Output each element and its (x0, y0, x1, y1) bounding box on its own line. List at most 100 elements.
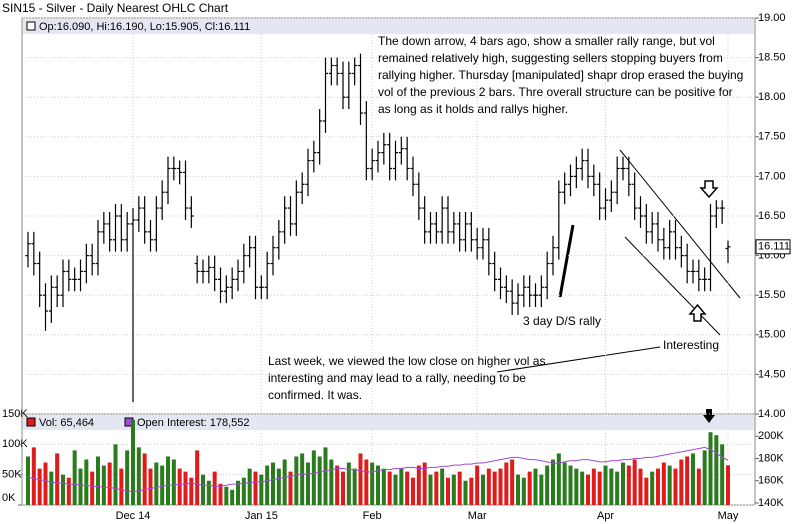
volume-bar (580, 471, 585, 505)
volume-bar (206, 480, 211, 505)
volume-bar (545, 465, 550, 505)
volume-bar (317, 456, 322, 505)
volume-bar (481, 474, 485, 505)
volume-bar (329, 459, 334, 505)
y-tick-label: 15.50 (758, 289, 786, 301)
volume-bar (201, 474, 205, 505)
volume-bar (650, 471, 655, 505)
volume-bar (416, 465, 421, 505)
up-arrow (688, 303, 707, 322)
volume-bar (556, 453, 561, 505)
volume-bar (224, 486, 229, 505)
volume-bar (562, 462, 567, 505)
volume-bar (376, 465, 380, 505)
volume-bar (282, 459, 287, 505)
volume-bar (638, 468, 643, 505)
volume-bar (101, 465, 106, 505)
volume-bar (119, 468, 124, 505)
ohlc-swatch (26, 21, 36, 31)
volume-bar (183, 471, 188, 505)
volume-bar (66, 477, 71, 505)
volume-bar (475, 465, 480, 505)
volume-bar (125, 450, 130, 505)
volume-bar (527, 471, 532, 505)
x-tick-label: Jan 15 (245, 510, 278, 522)
volume-bar (574, 468, 579, 505)
volume-bar (160, 465, 165, 505)
y-tick-label: 15.00 (758, 329, 786, 341)
volume-bar (241, 477, 246, 505)
volume-bar (632, 459, 637, 505)
volume-bar (49, 471, 54, 505)
y-tick-label: 18.00 (758, 91, 786, 103)
volume-bar (253, 471, 258, 505)
volume-bar (463, 480, 468, 505)
volume-tick-label: 150K (2, 408, 28, 420)
volume-bar (504, 462, 509, 505)
volume-bar (72, 450, 77, 505)
volume-bar (271, 462, 275, 505)
oi-tick-label: 180K (758, 452, 784, 464)
x-tick-label: Dec 14 (116, 510, 151, 522)
volume-bar (346, 462, 351, 505)
volume-bar (352, 468, 357, 505)
channel-lower (624, 236, 721, 336)
volume-bar (411, 477, 415, 505)
volume-bar (294, 456, 299, 505)
volume-bar (516, 474, 520, 505)
volume-bar (358, 453, 363, 505)
volume-bar (247, 468, 252, 505)
volume-bar (189, 477, 194, 505)
oi-tick-label: 160K (758, 475, 784, 487)
pointer-line (496, 346, 661, 373)
volume-bar (428, 474, 433, 505)
volume-bar (265, 465, 270, 505)
x-tick-label: Apr (597, 510, 614, 522)
volume-bar (591, 468, 596, 505)
volume-bar (61, 474, 65, 505)
volume-bar (370, 462, 375, 505)
ohlc-label: Op:16.090, Hi:16.190, Lo:15.905, Cl:16.1… (39, 21, 250, 33)
volume-bar (486, 468, 491, 505)
volume-bar (43, 462, 48, 505)
volume-bar (568, 465, 573, 505)
down-arrow (699, 180, 719, 199)
volume-bar (685, 456, 690, 505)
volume-bar (387, 471, 392, 505)
volume-bar (399, 468, 404, 505)
volume-bar (457, 471, 462, 505)
volume-tick-label: 0K (2, 492, 16, 504)
volume-bar (586, 474, 590, 505)
volume-legend: Vol: 65,464 (39, 417, 94, 429)
volume-bar (691, 453, 695, 505)
volume-bar (626, 465, 631, 505)
volume-bar (300, 453, 305, 505)
volume-bar (440, 468, 445, 505)
y-tick-label: 16.50 (758, 210, 786, 222)
volume-bar (364, 459, 369, 505)
volume-bar (603, 465, 608, 505)
volume-bar (37, 468, 42, 505)
volume-bar (306, 462, 310, 505)
channel-upper (619, 149, 741, 299)
volume-legend-swatch (26, 417, 36, 427)
volume-bar (702, 450, 707, 505)
volume-bar (393, 474, 398, 505)
volume-bar (714, 435, 719, 505)
oi-legend: Open Interest: 178,552 (137, 417, 250, 429)
volume-bar (533, 468, 538, 505)
open-interest-line (27, 446, 729, 493)
x-tick-label: May (718, 510, 739, 522)
oi-tick-label: 140K (758, 497, 784, 509)
volume-bar (609, 468, 614, 505)
last-price-label: 16.111 (758, 241, 790, 253)
volume-bar (498, 468, 503, 505)
volume-bar (113, 444, 118, 505)
rally-line (558, 224, 575, 298)
volume-bar (230, 489, 235, 505)
x-tick-label: Feb (363, 510, 382, 522)
volume-bar (469, 477, 474, 505)
y-tick-label: 14.00 (758, 408, 786, 420)
